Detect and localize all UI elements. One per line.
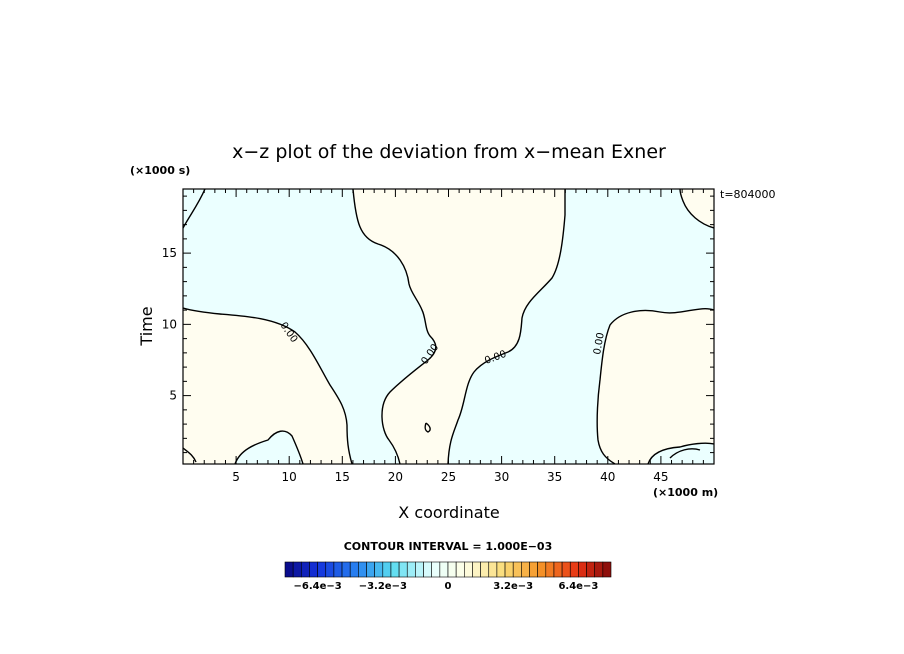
colorbar-bin — [447, 561, 457, 578]
colorbar-bin — [521, 561, 530, 578]
colorbar-bin — [415, 561, 424, 578]
colorbar-bin — [292, 561, 302, 578]
colorbar-bin — [463, 561, 473, 578]
colorbar-bin — [496, 561, 506, 578]
x-tick-label: 35 — [547, 470, 562, 484]
colorbar-bin — [578, 561, 587, 578]
colorbar-bin — [341, 561, 351, 578]
colorbar — [284, 561, 612, 578]
colorbar-bin — [431, 561, 441, 578]
x-axis-unit: (×1000 m) — [653, 486, 718, 499]
contour-line — [424, 422, 431, 433]
contour-line — [669, 448, 701, 459]
x-tick-label: 45 — [653, 470, 668, 484]
contour-interval-label: CONTOUR INTERVAL = 1.000E−03 — [344, 540, 553, 553]
contour-line — [183, 307, 353, 464]
negative-region-left-band — [183, 189, 436, 464]
colorbar-bin — [586, 561, 595, 578]
colorbar-bin — [300, 561, 310, 578]
colorbar-bin — [423, 561, 432, 578]
colorbar-bin — [317, 561, 327, 578]
colorbar-bin — [455, 561, 465, 578]
colorbar-bin — [488, 561, 498, 578]
y-tick-labels: 5 10 15 — [162, 246, 177, 402]
colorbar-labels: −6.4e−3 −3.2e−3 0 3.2e−3 6.4e−3 — [293, 581, 598, 592]
colorbar-bin — [504, 561, 514, 578]
colorbar-label: 0 — [445, 581, 452, 592]
colorbar-bin — [382, 561, 392, 578]
colorbar-bin — [553, 561, 563, 578]
x-tick-label: 40 — [600, 470, 615, 484]
colorbar-bin — [569, 561, 579, 578]
x-tick-label: 20 — [388, 470, 403, 484]
contour-line — [447, 189, 566, 464]
colorbar-bin — [325, 561, 335, 578]
colorbar-bin — [594, 561, 604, 578]
y-axis-unit: (×1000 s) — [130, 164, 190, 177]
colorbar-bin — [374, 561, 384, 578]
colorbar-bin — [284, 561, 294, 578]
colorbar-bin — [439, 561, 449, 578]
contour-line — [596, 308, 714, 464]
colorbar-label: −6.4e−3 — [293, 581, 341, 592]
y-tick-label: 15 — [162, 246, 177, 260]
x-axis-title: X coordinate — [398, 503, 499, 522]
x-tick-label: 15 — [335, 470, 350, 484]
colorbar-bin — [333, 561, 343, 578]
colorbar-label: 6.4e−3 — [558, 581, 598, 592]
colorbar-bin — [529, 561, 538, 578]
colorbar-bin — [512, 561, 522, 578]
colorbar-bin — [349, 561, 359, 578]
colorbar-bin — [398, 561, 408, 578]
colorbar-bin — [366, 561, 375, 578]
x-tick-label: 25 — [441, 470, 456, 484]
contour-line — [183, 447, 197, 463]
colorbar-bin — [480, 561, 490, 578]
colorbar-bin — [561, 561, 571, 578]
contour-line — [679, 189, 714, 229]
colorbar-bin — [472, 561, 481, 578]
y-tick-label: 10 — [162, 317, 177, 331]
colorbar-bin — [406, 561, 416, 578]
y-axis-title: Time — [137, 306, 156, 346]
x-tick-label: 30 — [494, 470, 509, 484]
x-tick-label: 10 — [282, 470, 297, 484]
x-tick-labels: 5 10 15 20 25 30 35 40 45 — [232, 470, 668, 484]
y-tick-label: 5 — [169, 389, 177, 403]
x-tick-label: 5 — [232, 470, 240, 484]
colorbar-bin — [309, 561, 318, 578]
colorbar-bin — [390, 561, 400, 578]
colorbar-bin — [602, 561, 612, 578]
negative-region-bottom-left-patch — [235, 431, 303, 464]
axis-ticks — [183, 189, 714, 464]
colorbar-bin — [358, 561, 367, 578]
contour-line — [647, 442, 714, 464]
colorbar-bin — [545, 561, 555, 578]
chart-title: x−z plot of the deviation from x−mean Ex… — [232, 141, 666, 163]
colorbar-label: −3.2e−3 — [359, 581, 407, 592]
contour-line — [234, 430, 304, 464]
contour-label: 0.00 — [592, 332, 607, 356]
colorbar-bin — [537, 561, 547, 578]
colorbar-label: 3.2e−3 — [493, 581, 533, 592]
plot-area: 0.00 0.00 0.00 0.00 5 10 15 20 25 30 35 40 45 51… — [162, 188, 715, 484]
negative-region-center-band — [448, 189, 714, 464]
contour-line — [352, 189, 437, 464]
timestamp-label: t=804000 — [720, 188, 776, 201]
